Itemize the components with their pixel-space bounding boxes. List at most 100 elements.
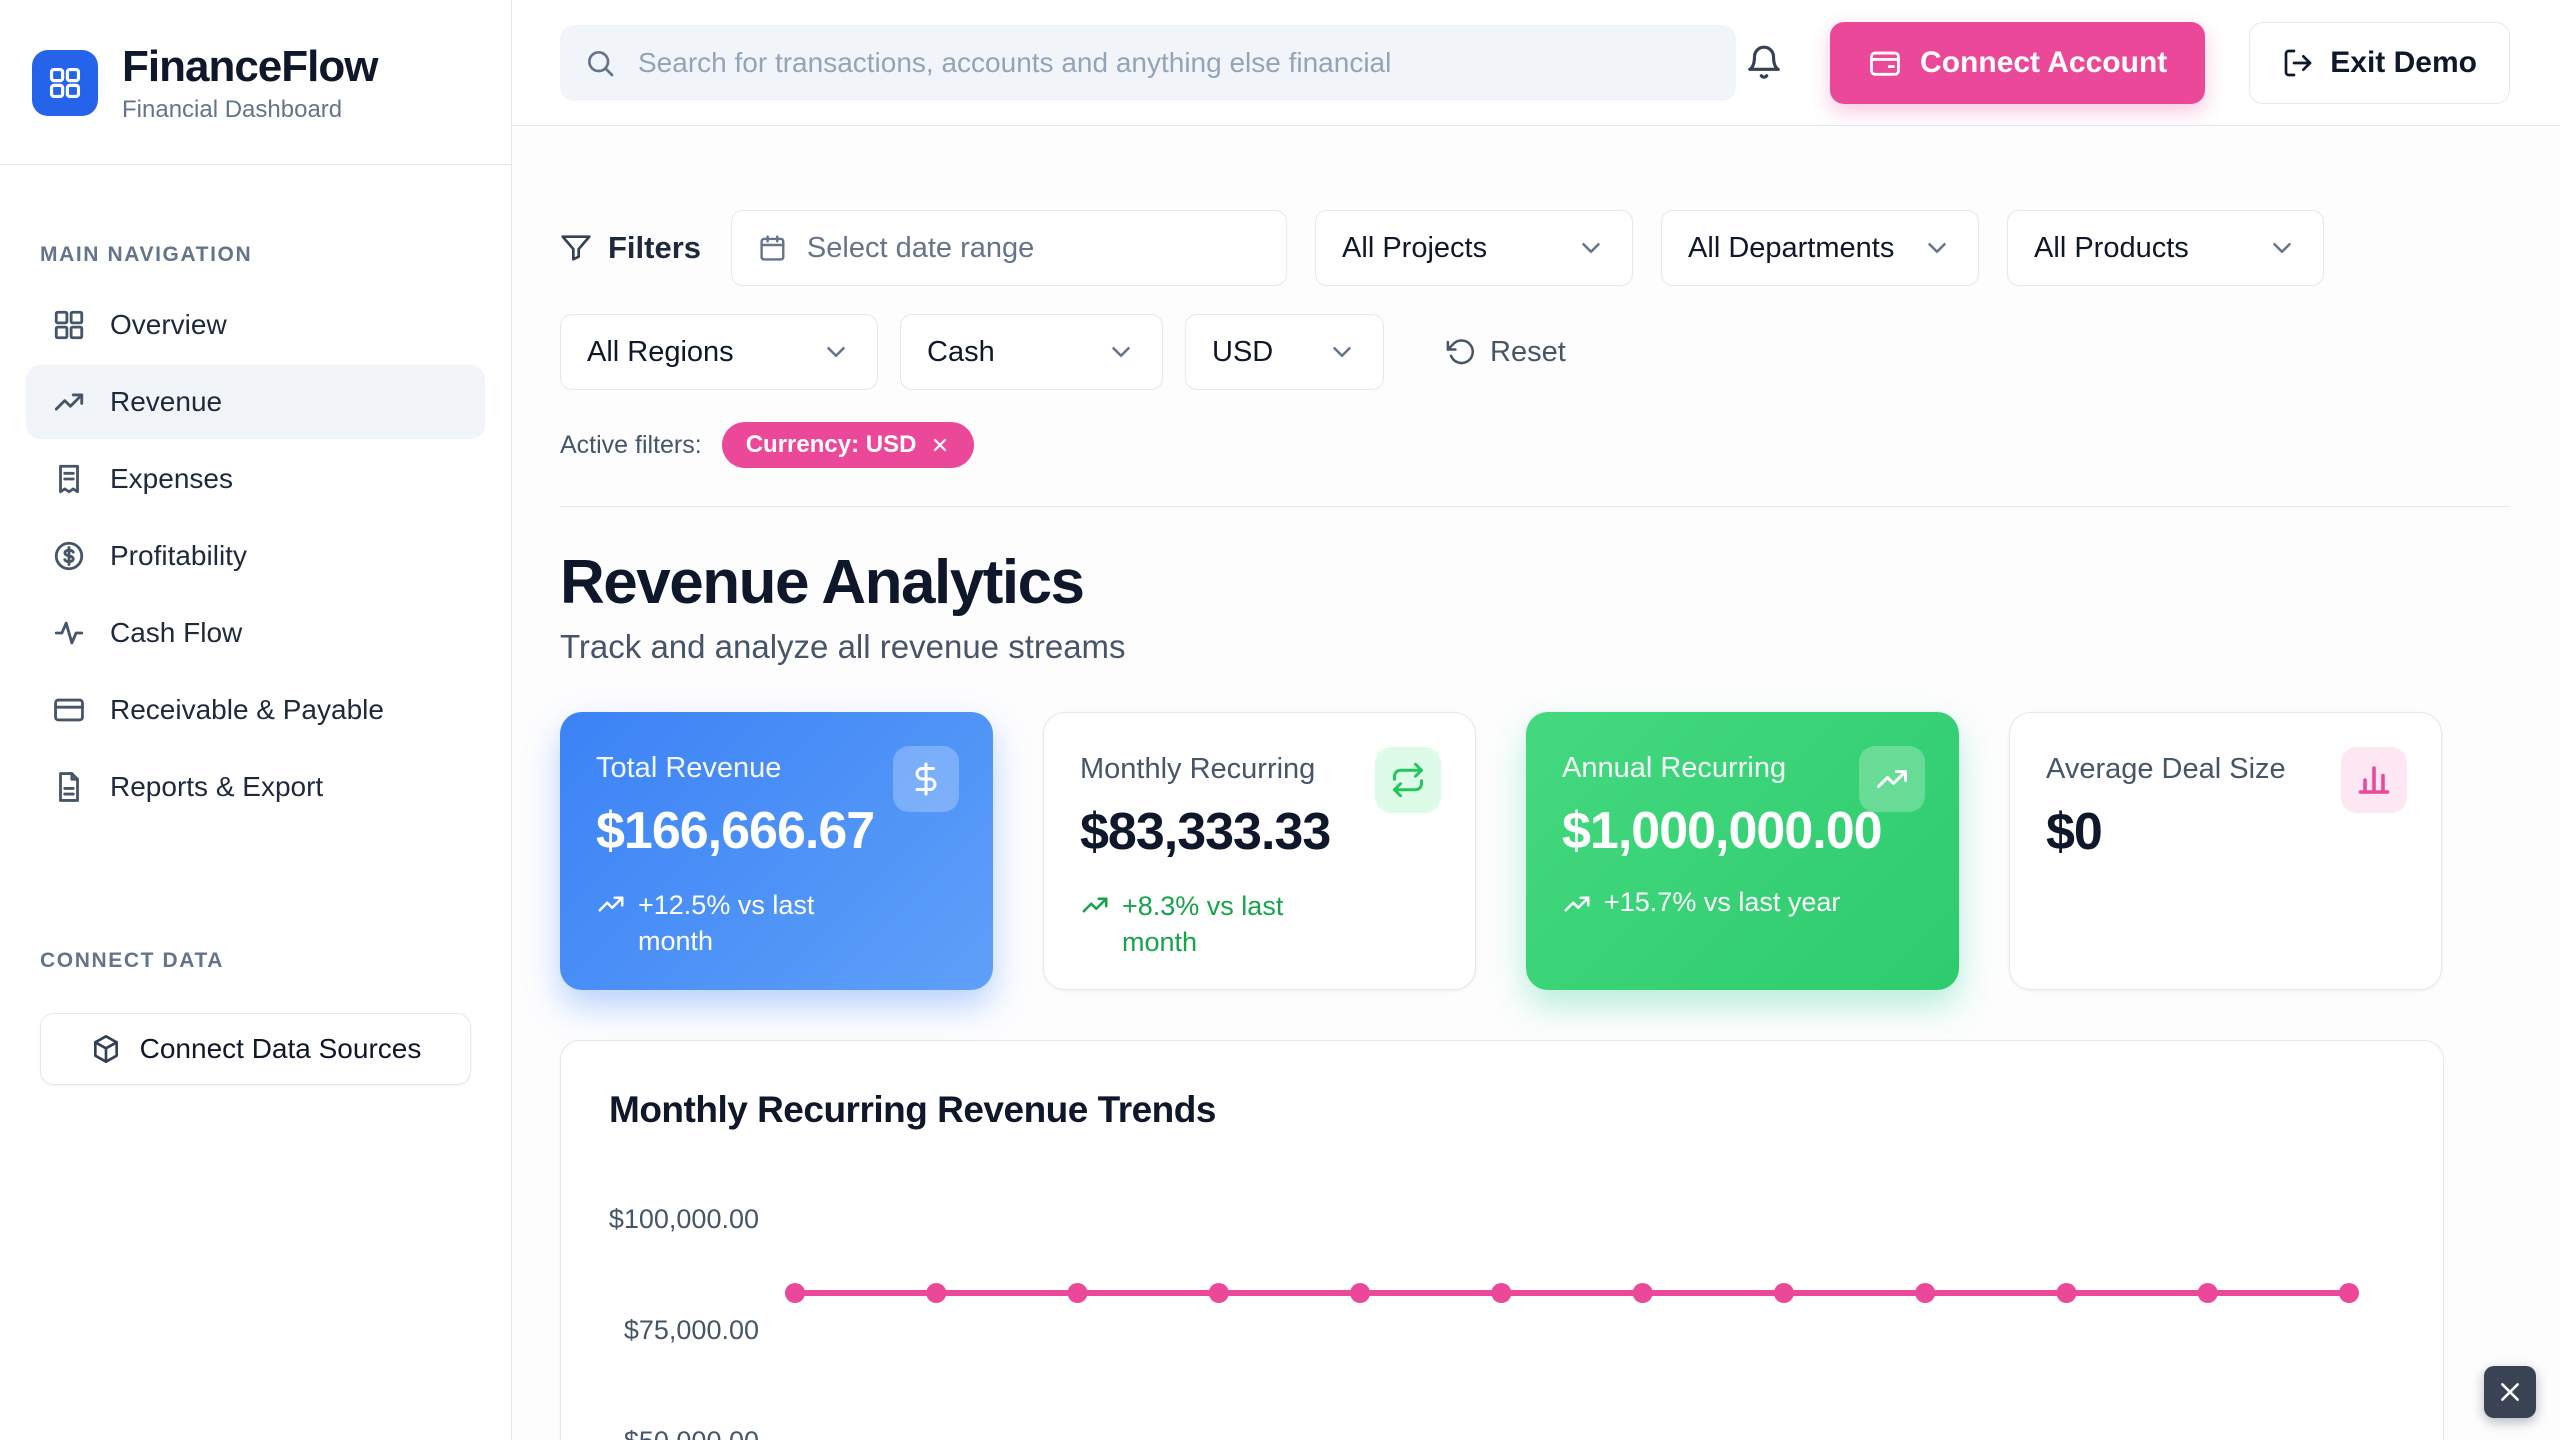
reset-label: Reset <box>1490 335 1566 368</box>
sidebar-item-label: Reports & Export <box>110 771 324 802</box>
sidebar-item-profitability[interactable]: Profitability <box>26 519 485 593</box>
departments-dropdown[interactable]: All Departments <box>1661 210 1980 286</box>
main-navigation-label: MAIN NAVIGATION <box>40 243 253 266</box>
stat-card-annual-recurring: Annual Recurring $1,000,000.00 +15.7% vs… <box>1526 712 1959 990</box>
sidebar-item-cash-flow[interactable]: Cash Flow <box>26 596 485 670</box>
app-tagline: Financial Dashboard <box>122 96 343 123</box>
stat-value: $166,666.67 <box>596 802 875 860</box>
page-subtitle: Track and analyze all revenue streams <box>560 628 1126 665</box>
stat-card-monthly-recurring: Monthly Recurring $83,333.33 +8.3% vs la… <box>1043 712 1476 990</box>
sidebar: FinanceFlow Financial Dashboard MAIN NAV… <box>0 0 512 1440</box>
stat-value: $0 <box>2046 803 2103 861</box>
reset-filters-button[interactable]: Reset <box>1446 336 1566 369</box>
filters-row-1: Filters All Projects All Departments <box>560 210 2510 286</box>
currency-filter-badge-label: Currency: USD <box>745 431 917 458</box>
stat-delta: +12.5% vs last month <box>596 887 957 960</box>
chevron-down-icon <box>1106 337 1136 367</box>
sidebar-item-expenses[interactable]: Expenses <box>26 442 485 516</box>
accounting-basis-dropdown-value: Cash <box>927 335 995 368</box>
stat-delta-text: +15.7% vs last year <box>1604 887 1841 917</box>
remove-filter-icon[interactable] <box>930 435 950 455</box>
trending-up-icon <box>1080 890 1110 920</box>
receipt-icon <box>52 462 86 496</box>
trending-up-icon <box>1859 746 1925 812</box>
stat-label: Average Deal Size <box>2046 753 2286 785</box>
search-input[interactable] <box>560 24 1736 101</box>
bar-chart-icon <box>2341 747 2407 813</box>
file-icon <box>52 770 86 804</box>
mrr-line-chart: $100,000.00$75,000.00$50,000.00$25,000.0… <box>609 1204 2359 1440</box>
stat-value: $1,000,000.00 <box>1562 802 1883 860</box>
sidebar-item-label: Cash Flow <box>110 617 243 648</box>
search-icon <box>584 47 616 79</box>
stat-card-average-deal-size: Average Deal Size $0 <box>2009 712 2442 990</box>
stats-row: Total Revenue $166,666.67 +12.5% vs last… <box>560 712 2510 990</box>
chevron-down-icon <box>1327 337 1357 367</box>
date-range-field[interactable] <box>731 210 1288 286</box>
filters-title: Filters <box>560 230 701 266</box>
mrr-trends-chart-card: Monthly Recurring Revenue Trends $100,00… <box>560 1040 2444 1440</box>
stat-delta: +8.3% vs last month <box>1080 888 1439 961</box>
main-navigation: Overview Revenue Expenses Profitability <box>0 285 511 827</box>
sidebar-item-label: Revenue <box>110 386 223 417</box>
sidebar-item-receivable-payable[interactable]: Receivable & Payable <box>26 673 485 747</box>
calendar-icon <box>758 232 787 264</box>
connect-data-label: CONNECT DATA <box>40 949 225 972</box>
currency-dropdown-value: USD <box>1212 335 1274 368</box>
currency-dropdown[interactable]: USD <box>1185 314 1384 390</box>
close-icon <box>2497 1379 2523 1405</box>
connect-data-sources-button[interactable]: Connect Data Sources <box>40 1013 471 1085</box>
connect-data-sources-label: Connect Data Sources <box>139 1033 422 1064</box>
cube-icon <box>90 1033 122 1065</box>
sidebar-item-revenue[interactable]: Revenue <box>26 365 485 439</box>
filter-icon <box>560 232 592 264</box>
sidebar-item-label: Profitability <box>110 540 247 571</box>
topbar-actions: Connect Account Exit Demo <box>1742 21 2510 104</box>
currency-filter-badge[interactable]: Currency: USD <box>721 422 975 468</box>
trending-up-icon <box>596 889 626 919</box>
departments-dropdown-value: All Departments <box>1688 231 1895 264</box>
exit-demo-button[interactable]: Exit Demo <box>2249 21 2510 104</box>
search-box[interactable] <box>560 24 1736 101</box>
filters-label: Filters <box>608 230 702 265</box>
exit-demo-label: Exit Demo <box>2330 45 2477 79</box>
reset-icon <box>1446 337 1476 367</box>
stat-delta: +15.7% vs last year <box>1562 887 1923 919</box>
accounting-basis-dropdown[interactable]: Cash <box>900 314 1163 390</box>
products-dropdown-value: All Products <box>2034 231 2189 264</box>
filters-row-2: All Regions Cash USD <box>560 314 2510 390</box>
projects-dropdown[interactable]: All Projects <box>1315 210 1634 286</box>
stat-delta-text: +12.5% vs last month <box>638 890 815 957</box>
chevron-down-icon <box>1576 233 1606 263</box>
sidebar-item-overview[interactable]: Overview <box>26 288 485 362</box>
svg-text:$100,000.00: $100,000.00 <box>609 1204 759 1234</box>
date-range-input[interactable] <box>806 231 1261 265</box>
svg-text:$50,000.00: $50,000.00 <box>624 1426 759 1440</box>
notifications-button[interactable] <box>1742 41 1786 85</box>
dollar-icon <box>893 746 959 812</box>
app-logo: FinanceFlow Financial Dashboard <box>0 0 511 165</box>
svg-text:$75,000.00: $75,000.00 <box>624 1315 759 1345</box>
active-filters: Active filters: Currency: USD <box>560 422 2510 468</box>
app-logo-icon <box>32 50 98 116</box>
logout-icon <box>2282 47 2314 79</box>
connect-account-button[interactable]: Connect Account <box>1830 21 2206 104</box>
grid-icon <box>52 308 86 342</box>
regions-dropdown-value: All Regions <box>587 335 734 368</box>
stat-label: Monthly Recurring <box>1080 753 1316 785</box>
products-dropdown[interactable]: All Products <box>2007 210 2325 286</box>
sidebar-item-label: Overview <box>110 309 227 340</box>
regions-dropdown[interactable]: All Regions <box>560 314 878 390</box>
close-button[interactable] <box>2484 1366 2536 1418</box>
stat-card-total-revenue: Total Revenue $166,666.67 +12.5% vs last… <box>560 712 993 990</box>
app-title: FinanceFlow <box>122 42 378 91</box>
bell-icon <box>1745 44 1783 82</box>
topbar: Connect Account Exit Demo <box>512 0 2560 126</box>
sidebar-item-label: Expenses <box>110 463 233 494</box>
chevron-down-icon <box>821 337 851 367</box>
stat-delta-text: +8.3% vs last month <box>1122 891 1284 958</box>
projects-dropdown-value: All Projects <box>1342 231 1488 264</box>
sidebar-item-reports-export[interactable]: Reports & Export <box>26 750 485 824</box>
connect-account-label: Connect Account <box>1920 45 2168 79</box>
